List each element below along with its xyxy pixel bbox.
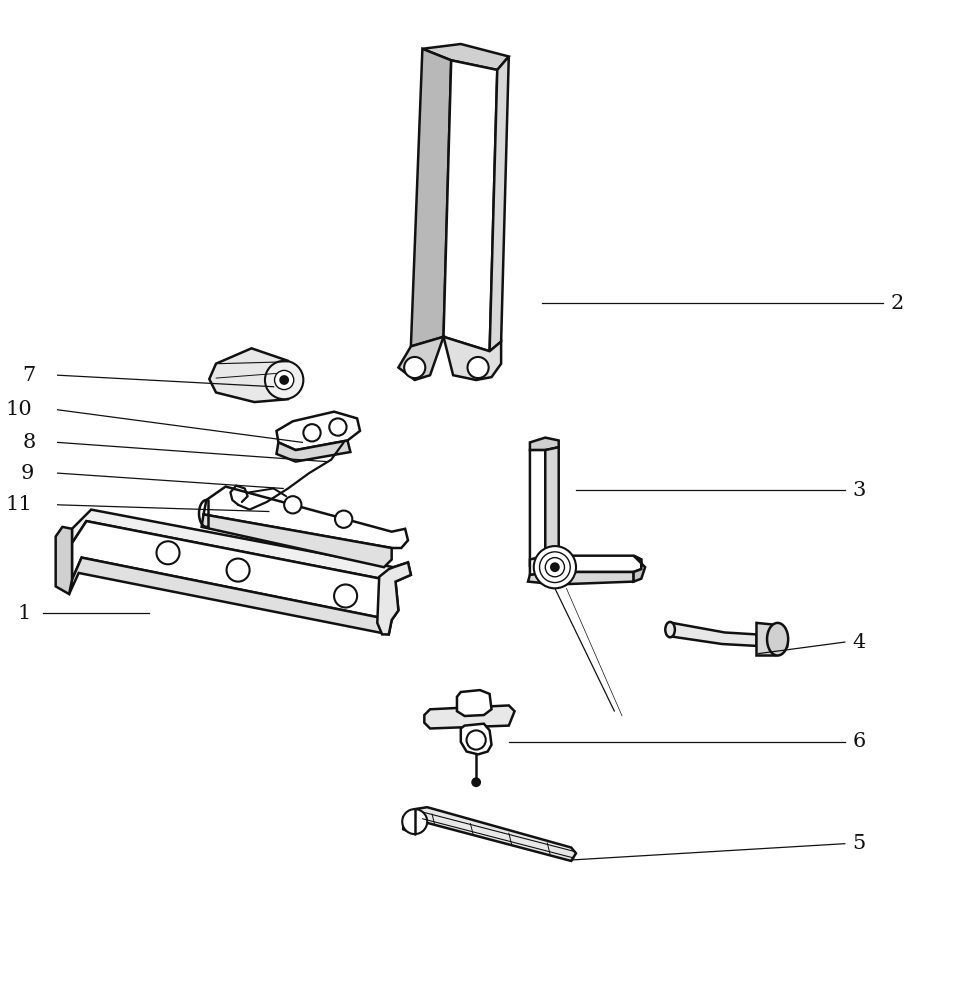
Polygon shape — [398, 337, 444, 380]
Circle shape — [156, 541, 180, 564]
Circle shape — [472, 778, 480, 786]
Polygon shape — [461, 724, 492, 754]
Text: 9: 9 — [20, 464, 34, 483]
Text: 1: 1 — [17, 604, 31, 623]
Polygon shape — [444, 60, 497, 351]
Polygon shape — [444, 337, 501, 380]
Polygon shape — [530, 450, 545, 565]
Circle shape — [335, 511, 352, 528]
Polygon shape — [209, 348, 298, 402]
Text: 3: 3 — [852, 481, 866, 500]
Polygon shape — [457, 690, 492, 716]
Polygon shape — [377, 562, 411, 634]
Circle shape — [402, 809, 427, 834]
Circle shape — [303, 424, 321, 441]
Polygon shape — [424, 705, 515, 728]
Ellipse shape — [665, 622, 675, 637]
Ellipse shape — [767, 623, 788, 656]
Text: 4: 4 — [852, 633, 866, 652]
Circle shape — [334, 584, 357, 608]
Polygon shape — [69, 558, 392, 634]
Polygon shape — [422, 44, 509, 70]
Polygon shape — [411, 49, 451, 346]
Circle shape — [265, 361, 303, 399]
Text: 6: 6 — [852, 732, 866, 751]
Polygon shape — [276, 440, 350, 462]
Polygon shape — [204, 487, 408, 548]
Polygon shape — [670, 623, 756, 646]
Polygon shape — [634, 556, 645, 582]
Circle shape — [329, 418, 347, 436]
Polygon shape — [72, 510, 411, 582]
Polygon shape — [56, 527, 72, 594]
Polygon shape — [72, 521, 398, 620]
Polygon shape — [530, 556, 641, 575]
Polygon shape — [528, 572, 634, 584]
Polygon shape — [756, 623, 787, 656]
Text: 7: 7 — [22, 366, 36, 385]
Text: 8: 8 — [22, 433, 36, 452]
Text: 11: 11 — [6, 495, 33, 514]
Polygon shape — [403, 807, 576, 861]
Circle shape — [284, 496, 301, 513]
Text: 5: 5 — [852, 834, 866, 853]
Polygon shape — [545, 447, 559, 560]
Circle shape — [534, 546, 576, 588]
Text: 2: 2 — [891, 294, 904, 313]
Polygon shape — [202, 514, 392, 567]
Circle shape — [468, 357, 489, 378]
Circle shape — [275, 370, 294, 390]
Circle shape — [551, 563, 559, 571]
Circle shape — [545, 558, 564, 577]
Text: 10: 10 — [6, 400, 33, 419]
Circle shape — [467, 730, 486, 750]
Circle shape — [404, 357, 425, 378]
Polygon shape — [530, 438, 559, 450]
Circle shape — [280, 376, 288, 384]
Polygon shape — [276, 412, 360, 450]
Circle shape — [227, 559, 250, 582]
Polygon shape — [490, 56, 509, 351]
